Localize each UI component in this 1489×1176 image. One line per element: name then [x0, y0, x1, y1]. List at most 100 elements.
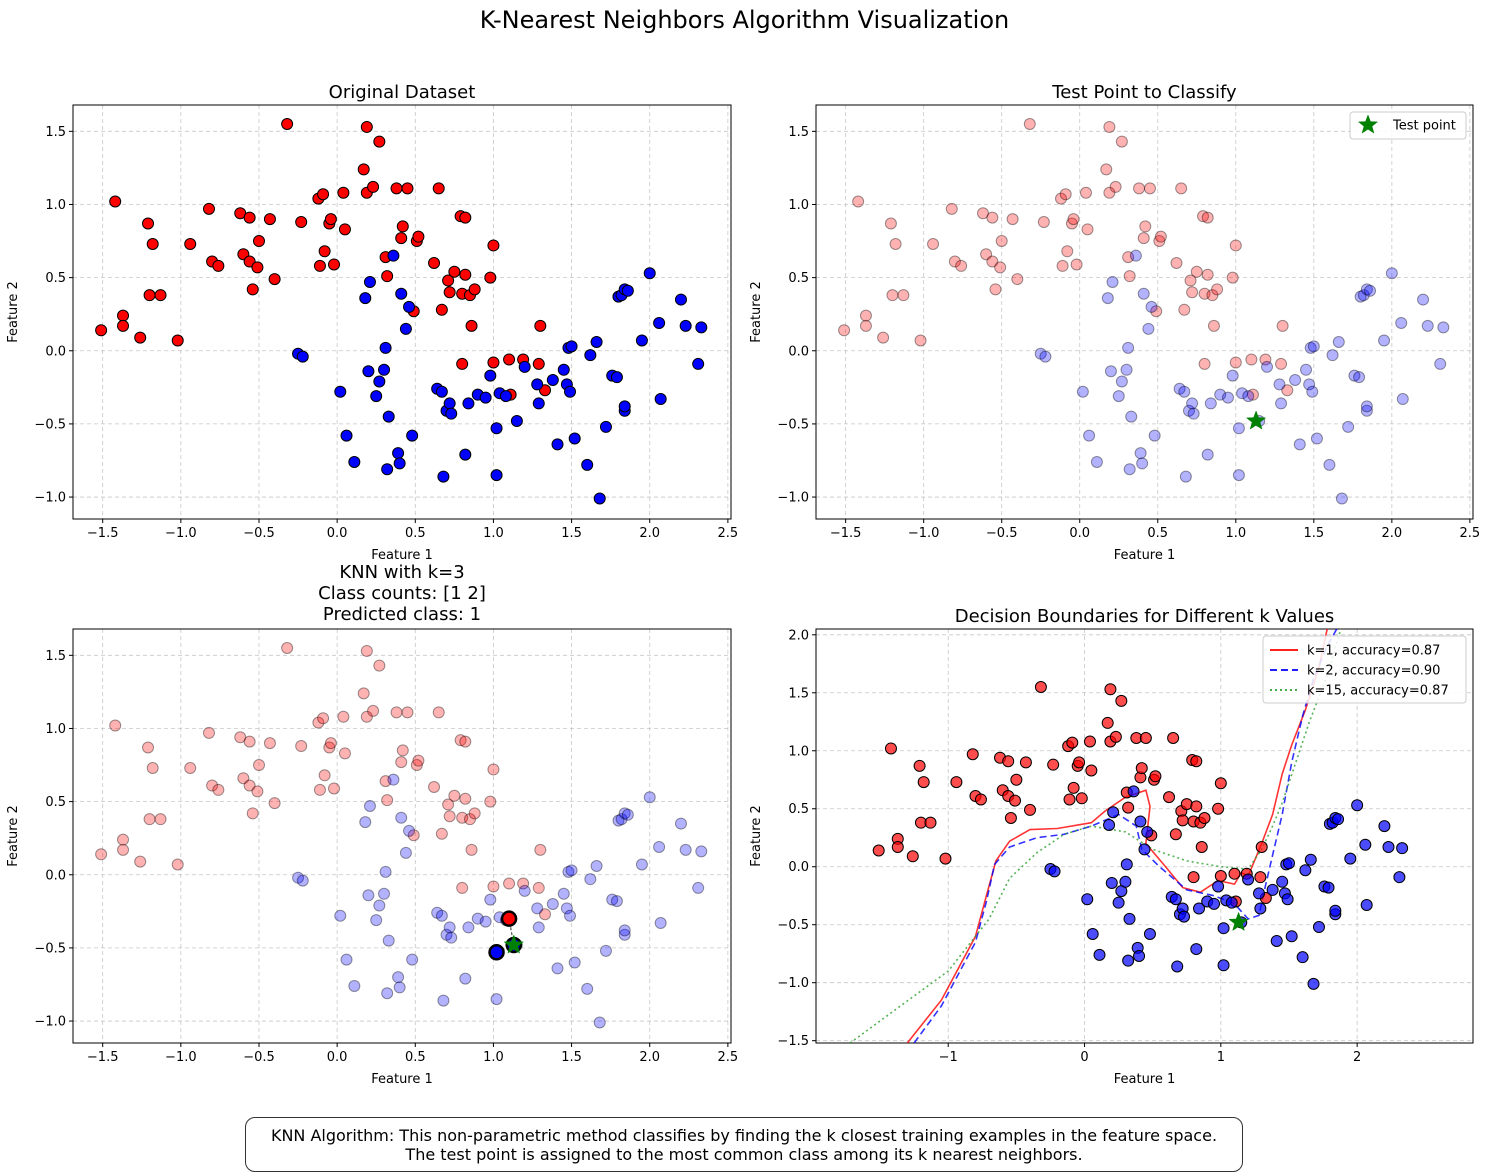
- data-point-class-0: [379, 775, 392, 788]
- data-point-class-1: [1310, 432, 1323, 445]
- data-point-class-0: [281, 118, 294, 131]
- data-point-class-0: [886, 289, 899, 302]
- scatter-points: [872, 680, 1409, 990]
- data-point-class-1: [1303, 378, 1316, 391]
- data-point-class-0: [465, 843, 478, 856]
- data-point-class-0: [950, 776, 963, 789]
- caption-line-2: The test point is assigned to the most c…: [405, 1145, 1083, 1164]
- data-point-class-0: [313, 783, 326, 796]
- data-point-class-0: [246, 283, 259, 296]
- data-point-class-1: [618, 924, 631, 937]
- data-point-class-0: [1011, 273, 1024, 286]
- data-point-class-0: [318, 245, 331, 258]
- data-point-class-0: [212, 783, 225, 796]
- data-point-class-0: [1176, 814, 1189, 827]
- data-point-class-0: [428, 780, 441, 793]
- data-point-class-0: [534, 843, 547, 856]
- data-point-class-0: [381, 270, 394, 283]
- data-point-class-1: [348, 979, 361, 992]
- x-tick-label: 2.5: [718, 526, 739, 541]
- data-point-class-1: [1134, 815, 1147, 828]
- data-point-class-1: [1225, 896, 1238, 909]
- data-point-class-0: [1201, 268, 1214, 281]
- panel-title-line: Class counts: [1 2]: [318, 583, 486, 604]
- data-point-class-0: [1067, 213, 1080, 226]
- y-tick-label: −0.5: [34, 417, 66, 432]
- data-point-class-0: [994, 261, 1007, 274]
- data-point-class-0: [1070, 258, 1083, 271]
- data-point-class-1: [359, 292, 372, 305]
- data-point-class-0: [468, 807, 481, 820]
- data-point-class-1: [1252, 887, 1265, 900]
- data-point-class-0: [1109, 180, 1122, 193]
- legend-frame: [1349, 111, 1467, 140]
- data-point-class-0: [456, 357, 469, 370]
- data-point-class-1: [531, 378, 544, 391]
- data-point-class-0: [532, 357, 545, 370]
- data-point-class-0: [412, 230, 425, 243]
- data-point-class-0: [1259, 353, 1272, 366]
- data-point-class-0: [1100, 163, 1113, 176]
- data-point-class-1: [1360, 404, 1373, 417]
- y-tick-label: 0.5: [788, 802, 809, 817]
- data-point-class-1: [490, 422, 503, 435]
- data-point-class-0: [487, 880, 500, 893]
- data-point-class-1: [392, 971, 405, 984]
- data-point-class-0: [1167, 732, 1180, 745]
- data-point-class-0: [517, 877, 530, 890]
- data-point-class-1: [1148, 429, 1161, 442]
- data-point-class-1: [340, 429, 353, 442]
- data-point-class-1: [695, 321, 708, 334]
- data-point-class-1: [1417, 293, 1430, 306]
- data-point-class-1: [1296, 951, 1309, 964]
- caption-box: KNN Algorithm: This non-parametric metho…: [245, 1117, 1243, 1172]
- data-point-class-0: [1229, 356, 1242, 369]
- data-point-class-1: [1242, 873, 1255, 886]
- data-point-class-1: [1133, 950, 1146, 963]
- data-point-class-1: [674, 293, 687, 306]
- data-point-class-0: [381, 794, 394, 807]
- data-point-class-0: [532, 881, 545, 894]
- data-point-class-1: [392, 447, 405, 460]
- data-point-class-0: [838, 324, 851, 337]
- data-point-class-1: [395, 287, 408, 300]
- data-point-class-1: [1186, 397, 1199, 410]
- data-point-class-0: [1037, 216, 1050, 229]
- data-point-class-0: [412, 754, 425, 767]
- data-point-class-1: [443, 397, 456, 410]
- data-point-class-0: [1073, 756, 1086, 769]
- data-point-class-1: [1335, 492, 1348, 505]
- data-point-class-1: [1323, 458, 1336, 471]
- axes-frame: [72, 104, 732, 520]
- data-point-class-1: [1217, 922, 1230, 935]
- data-point-class-0: [337, 710, 350, 723]
- data-point-class-1: [340, 953, 353, 966]
- grid-lines: [73, 105, 731, 519]
- boundary-line-k15: [849, 629, 1342, 1043]
- data-point-class-0: [1255, 841, 1268, 854]
- x-axis-label: Feature 1: [371, 1072, 433, 1087]
- data-point-class-0: [1122, 251, 1135, 264]
- data-point-class-0: [1198, 357, 1211, 370]
- data-point-class-0: [1150, 305, 1163, 318]
- data-point-class-1: [1281, 893, 1294, 906]
- data-point-class-1: [692, 357, 705, 370]
- data-point-class-1: [431, 906, 444, 919]
- data-point-class-1: [1266, 883, 1279, 896]
- data-point-class-0: [980, 248, 993, 261]
- data-point-class-1: [1332, 335, 1345, 348]
- data-point-class-0: [142, 741, 155, 754]
- data-point-class-0: [456, 811, 469, 824]
- x-tick-label: 1.5: [561, 526, 582, 541]
- data-point-class-0: [1169, 828, 1182, 841]
- data-point-class-1: [387, 249, 400, 262]
- data-point-class-1: [1137, 287, 1150, 300]
- data-point-class-1: [1360, 400, 1373, 413]
- data-point-class-1: [635, 334, 648, 347]
- data-point-class-0: [1139, 732, 1152, 745]
- data-point-class-0: [395, 756, 408, 769]
- data-point-class-1: [1421, 319, 1434, 332]
- data-point-class-1: [1275, 397, 1288, 410]
- data-point-class-0: [914, 334, 927, 347]
- data-point-class-0: [1184, 274, 1197, 287]
